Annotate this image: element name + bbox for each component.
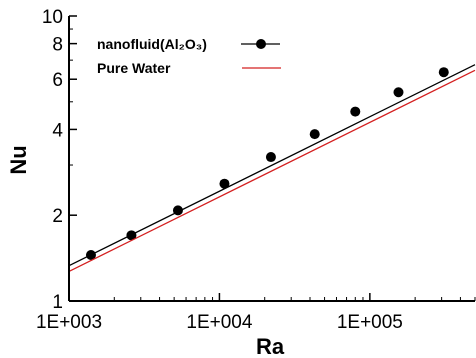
legend: nanofluid(Al₂O₃) Pure Water <box>97 36 281 76</box>
y-tick-label: 6 <box>52 70 63 91</box>
series-line-pure-water <box>68 69 476 272</box>
legend-marker-nanofluid <box>256 39 266 49</box>
y-axis-title: Nu <box>6 145 31 174</box>
data-point-nanofluid-al-o-2 <box>126 230 137 241</box>
legend-label-nanofluid: nanofluid(Al₂O₃) <box>97 36 207 52</box>
x-tick-label: 1E+003 <box>36 312 102 333</box>
y-tick-label: 1 <box>52 292 63 313</box>
x-tick-label: 1E+004 <box>186 312 252 333</box>
y-tick-label: 10 <box>42 7 63 28</box>
series-line-nanofluid-al-o <box>68 64 476 267</box>
y-tick-label: 4 <box>52 120 63 141</box>
axes: 1E+003 1E+004 1E+005 1 2 4 6 8 10 <box>36 7 476 333</box>
y-tick-label: 8 <box>52 35 63 56</box>
data-point-nanofluid-al-o-5 <box>265 152 276 163</box>
data-point-nanofluid-al-o-4 <box>219 178 230 189</box>
data-point-nanofluid-al-o-1 <box>85 250 96 261</box>
data-point-nanofluid-al-o-9 <box>438 67 449 78</box>
x-axis-title: Ra <box>256 334 285 358</box>
data-point-nanofluid-al-o-3 <box>172 205 183 216</box>
data-point-nanofluid-al-o-8 <box>393 87 404 98</box>
data-point-nanofluid-al-o-7 <box>350 106 361 117</box>
x-tick-label: 1E+005 <box>337 312 403 333</box>
plot-area <box>68 64 476 272</box>
y-tick-label: 2 <box>52 206 63 227</box>
legend-label-pure-water: Pure Water <box>97 60 171 76</box>
data-point-nanofluid-al-o-6 <box>309 129 320 140</box>
